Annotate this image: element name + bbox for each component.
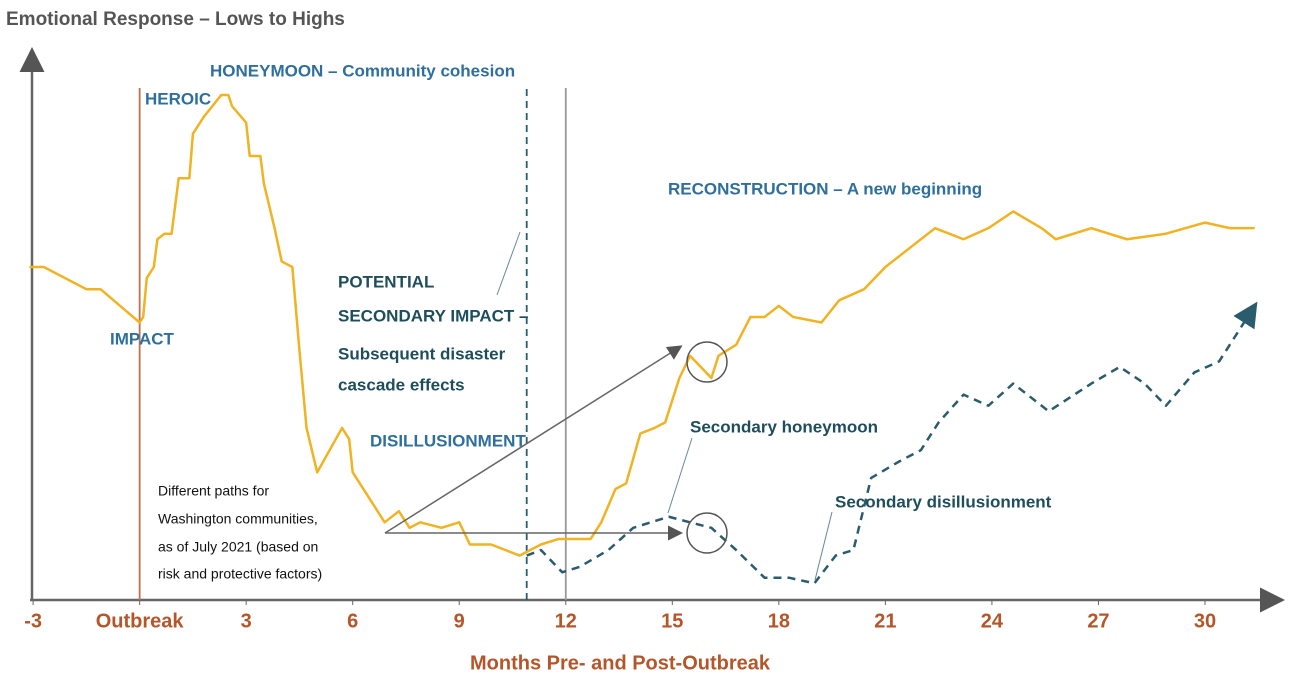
x-tick-label: 18	[768, 610, 790, 632]
annotation: Secondary disillusionment	[835, 492, 1052, 511]
annotation: HONEYMOON – Community cohesion	[210, 61, 515, 80]
annotation: Subsequent disaster	[338, 344, 506, 363]
x-tick-label: -3	[24, 610, 42, 632]
note: Washington communities,	[158, 511, 318, 527]
annotation: Secondary honeymoon	[690, 417, 878, 436]
x-axis-label: Months Pre- and Post-Outbreak	[470, 652, 771, 674]
x-tick-label: 6	[347, 610, 358, 632]
annotation: DISILLUSIONMENT	[370, 431, 526, 450]
x-tick-label: 3	[241, 610, 252, 632]
note: as of July 2021 (based on	[158, 539, 318, 555]
x-tick-label: Outbreak	[96, 610, 185, 632]
plot-area: -3 Outbreak 3 6 9 12 15 18 21 24 27 30	[24, 88, 1258, 632]
pointer	[496, 231, 521, 296]
highlight-circle	[686, 341, 728, 383]
x-tick-label: 27	[1087, 610, 1109, 632]
x-tick-label: 9	[454, 610, 465, 632]
annotation: HEROIC	[145, 89, 211, 108]
pointer	[814, 511, 833, 581]
chart-title: Emotional Response – Lows to Highs	[6, 9, 345, 30]
data-line	[29, 93, 1255, 557]
annotation: POTENTIAL	[338, 272, 434, 291]
annotation: IMPACT	[110, 329, 175, 348]
note: risk and protective factors)	[158, 566, 322, 582]
data-line	[526, 301, 1258, 585]
highlight-circle	[686, 512, 728, 554]
note: Different paths for	[158, 483, 269, 499]
annotation: cascade effects	[338, 375, 465, 394]
pointer	[667, 437, 693, 514]
x-tick-label: 12	[555, 610, 577, 632]
x-tick-label: 15	[661, 610, 683, 632]
x-tick-label: 21	[874, 610, 896, 632]
x-tick-label: 24	[981, 610, 1004, 632]
annotation: RECONSTRUCTION – A new beginning	[668, 179, 982, 198]
arrow	[384, 345, 683, 534]
annotation: SECONDARY IMPACT –	[338, 306, 529, 325]
x-tick-label: 30	[1194, 610, 1216, 632]
